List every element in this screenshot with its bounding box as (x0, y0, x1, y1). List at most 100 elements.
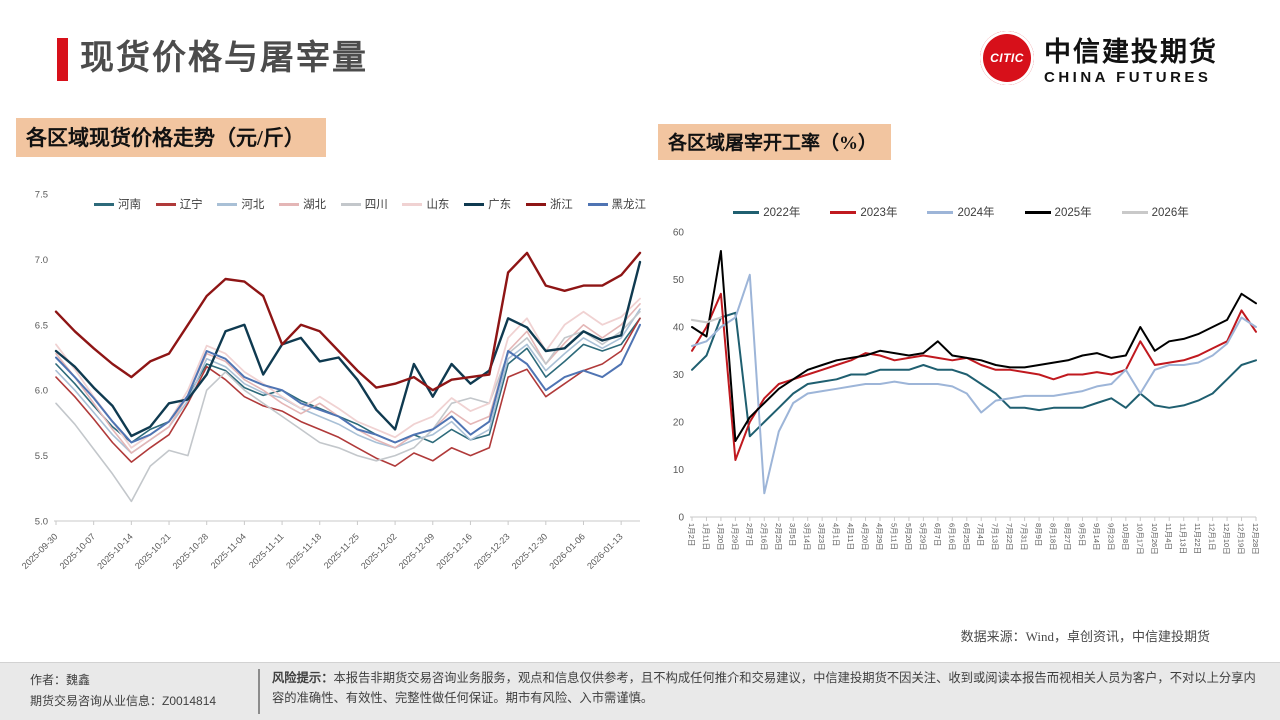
series-line-黑龙江 (55, 323, 641, 444)
x-axis-label: 2月7日 (745, 523, 754, 546)
series-line-河北 (55, 308, 641, 454)
x-axis-label: 3月5日 (788, 523, 797, 546)
x-axis-label: 8月18日 (1049, 523, 1058, 551)
y-axis-label: 10 (673, 465, 685, 476)
x-axis-label: 2月16日 (759, 523, 768, 551)
legend-item-河南: 河南 (94, 196, 141, 212)
author-line: 作者：魏鑫 (30, 673, 91, 687)
legend-swatch-icon (587, 202, 608, 206)
legend-item-辽宁: 辽宁 (155, 196, 203, 212)
slaughter-chart: 0 10 20 30 40 50 60 1月2日 1月11日 1月20日 1月29日 2月7日 2月16… (673, 228, 1260, 555)
legend-swatch-icon (1121, 210, 1148, 214)
series-line-广东 (54, 260, 642, 438)
legend-item-河北: 河北 (217, 196, 264, 212)
legend-swatch-icon (340, 202, 361, 206)
risk-disclaimer: 风险提示：本报告非期货交易咨询业务服务，观点和信息仅供参考，且不构成任何推介和交… (272, 669, 1268, 708)
y-axis-label: 60 (673, 228, 685, 239)
legend-swatch-icon (464, 202, 485, 206)
y-axis-label: 6.5 (35, 320, 48, 331)
footer-divider (258, 669, 260, 714)
y-axis-label: 20 (673, 418, 685, 429)
legend-swatch-icon (279, 202, 300, 206)
legend-swatch-icon (1024, 210, 1051, 214)
legend-item-2023年: 2023年 (830, 204, 897, 220)
x-axis-label: 2025-11-18 (284, 531, 323, 570)
legend-label: 浙江 (549, 199, 573, 211)
risk-text: 本报告非期货交易咨询业务服务，观点和信息仅供参考，且不构成任何推介和交易建议，中… (272, 671, 1256, 705)
disclaimer-footer: 作者：魏鑫 期货交易咨询从业信息：Z0014814 风险提示：本报告非期货交易咨… (0, 662, 1280, 720)
legend-swatch-icon (525, 202, 546, 206)
x-axis-label: 1月20日 (716, 523, 725, 551)
series-line-河南 (55, 317, 641, 444)
legend-item-山东: 山东 (402, 196, 449, 212)
y-axis-label: 50 (673, 275, 685, 286)
author-block: 作者：魏鑫 期货交易咨询从业信息：Z0014814 (30, 670, 216, 712)
series-line-浙江 (54, 251, 642, 392)
x-axis-label: 5月29日 (918, 523, 927, 551)
legend-item-湖北: 湖北 (279, 196, 326, 212)
price-chart-title: 各区域现货价格走势（元/斤） (16, 118, 326, 157)
x-axis-label: 10月26日 (1150, 523, 1159, 555)
x-axis-label: 4月11日 (846, 523, 855, 550)
y-axis-label: 40 (673, 323, 685, 334)
series-line-2023年 (691, 292, 1257, 461)
risk-label: 风险提示： (272, 671, 334, 685)
legend-label: 河南 (118, 199, 141, 211)
legend-label: 黑龙江 (611, 199, 647, 211)
x-axis-label: 2025-12-23 (472, 531, 512, 571)
x-axis-label: 3月23日 (817, 523, 826, 551)
legend-item-2026年: 2026年 (1121, 204, 1189, 220)
x-axis-label: 12月10日 (1222, 523, 1231, 555)
citic-logo-icon: CITIC (980, 31, 1034, 85)
series-line-四川 (55, 310, 641, 503)
legend-label: 2023年 (860, 207, 898, 219)
legend-item-四川: 四川 (340, 196, 388, 212)
price-chart: 5.05.56.06.57.07.52025-09-302025-10-0720… (20, 190, 642, 571)
x-axis-label: 12月28日 (1251, 523, 1260, 555)
series-line-山东 (55, 297, 641, 449)
legend-item-浙江: 浙江 (525, 196, 573, 212)
logo-name-cn: 中信建投期货 (1044, 37, 1218, 67)
series-line-2022年 (691, 311, 1257, 438)
legend-swatch-icon (927, 210, 954, 214)
legend-label: 山东 (426, 199, 450, 211)
x-axis-label: 11月4日 (1164, 523, 1173, 550)
y-axis-label: 30 (673, 370, 685, 381)
x-axis-label: 2025-10-21 (133, 531, 173, 571)
x-axis-label: 9月23日 (1106, 523, 1115, 551)
x-axis-label: 2025-12-09 (397, 531, 437, 571)
legend-swatch-icon (217, 202, 238, 206)
legend-swatch-icon (402, 202, 423, 206)
legend-swatch-icon (830, 210, 857, 214)
slaughter-chart-title: 各区域屠宰开工率（%） (658, 124, 892, 160)
x-axis-label: 9月5日 (1077, 523, 1086, 546)
legend-item-黑龙江: 黑龙江 (587, 196, 647, 212)
legend-label: 2024年 (957, 207, 995, 219)
data-source-note: 数据来源：Wind，卓创资讯，中信建投期货 (960, 629, 1210, 644)
legend-item-广东: 广东 (464, 196, 511, 212)
x-axis-label: 2026-01-06 (547, 531, 587, 571)
series-line-2026年 (690, 316, 722, 324)
x-axis-label: 4月20日 (861, 523, 870, 551)
x-axis-label: 12月1日 (1208, 523, 1217, 551)
page-title: 现货价格与屠宰量 (80, 39, 368, 77)
license-line: 期货交易咨询从业信息：Z0014814 (30, 694, 217, 708)
x-axis-label: 5月20日 (904, 523, 913, 551)
price-panel: 各区域现货价格走势（元/斤） 河南 辽宁 河北 湖北 四川 山东 广东 浙江 黑龙江 5.0 5.… (16, 118, 650, 618)
series-line-2024年 (691, 273, 1257, 495)
x-axis-label: 4月29日 (875, 523, 884, 551)
x-axis-label: 11月13日 (1179, 523, 1188, 554)
x-axis-label: 9月14日 (1092, 523, 1101, 551)
logo-text: 中信建投期货 CHINA FUTURES (1044, 30, 1218, 86)
x-axis-label: 7月4日 (976, 523, 985, 546)
slaughter-chart-legend: 2022年 2023年 2024年 2025年 2026年 (658, 204, 1264, 220)
y-axis-label: 5.5 (35, 451, 48, 462)
x-axis-label: 8月27日 (1063, 523, 1072, 551)
y-axis-label: 7.5 (35, 190, 48, 201)
title-accent-bar (57, 38, 68, 81)
legend-label: 2022年 (763, 207, 801, 219)
x-axis-label: 2025-11-25 (322, 531, 361, 570)
x-axis-label: 2026-01-13 (585, 531, 625, 571)
logo-name-en: CHINA FUTURES (1044, 69, 1212, 86)
